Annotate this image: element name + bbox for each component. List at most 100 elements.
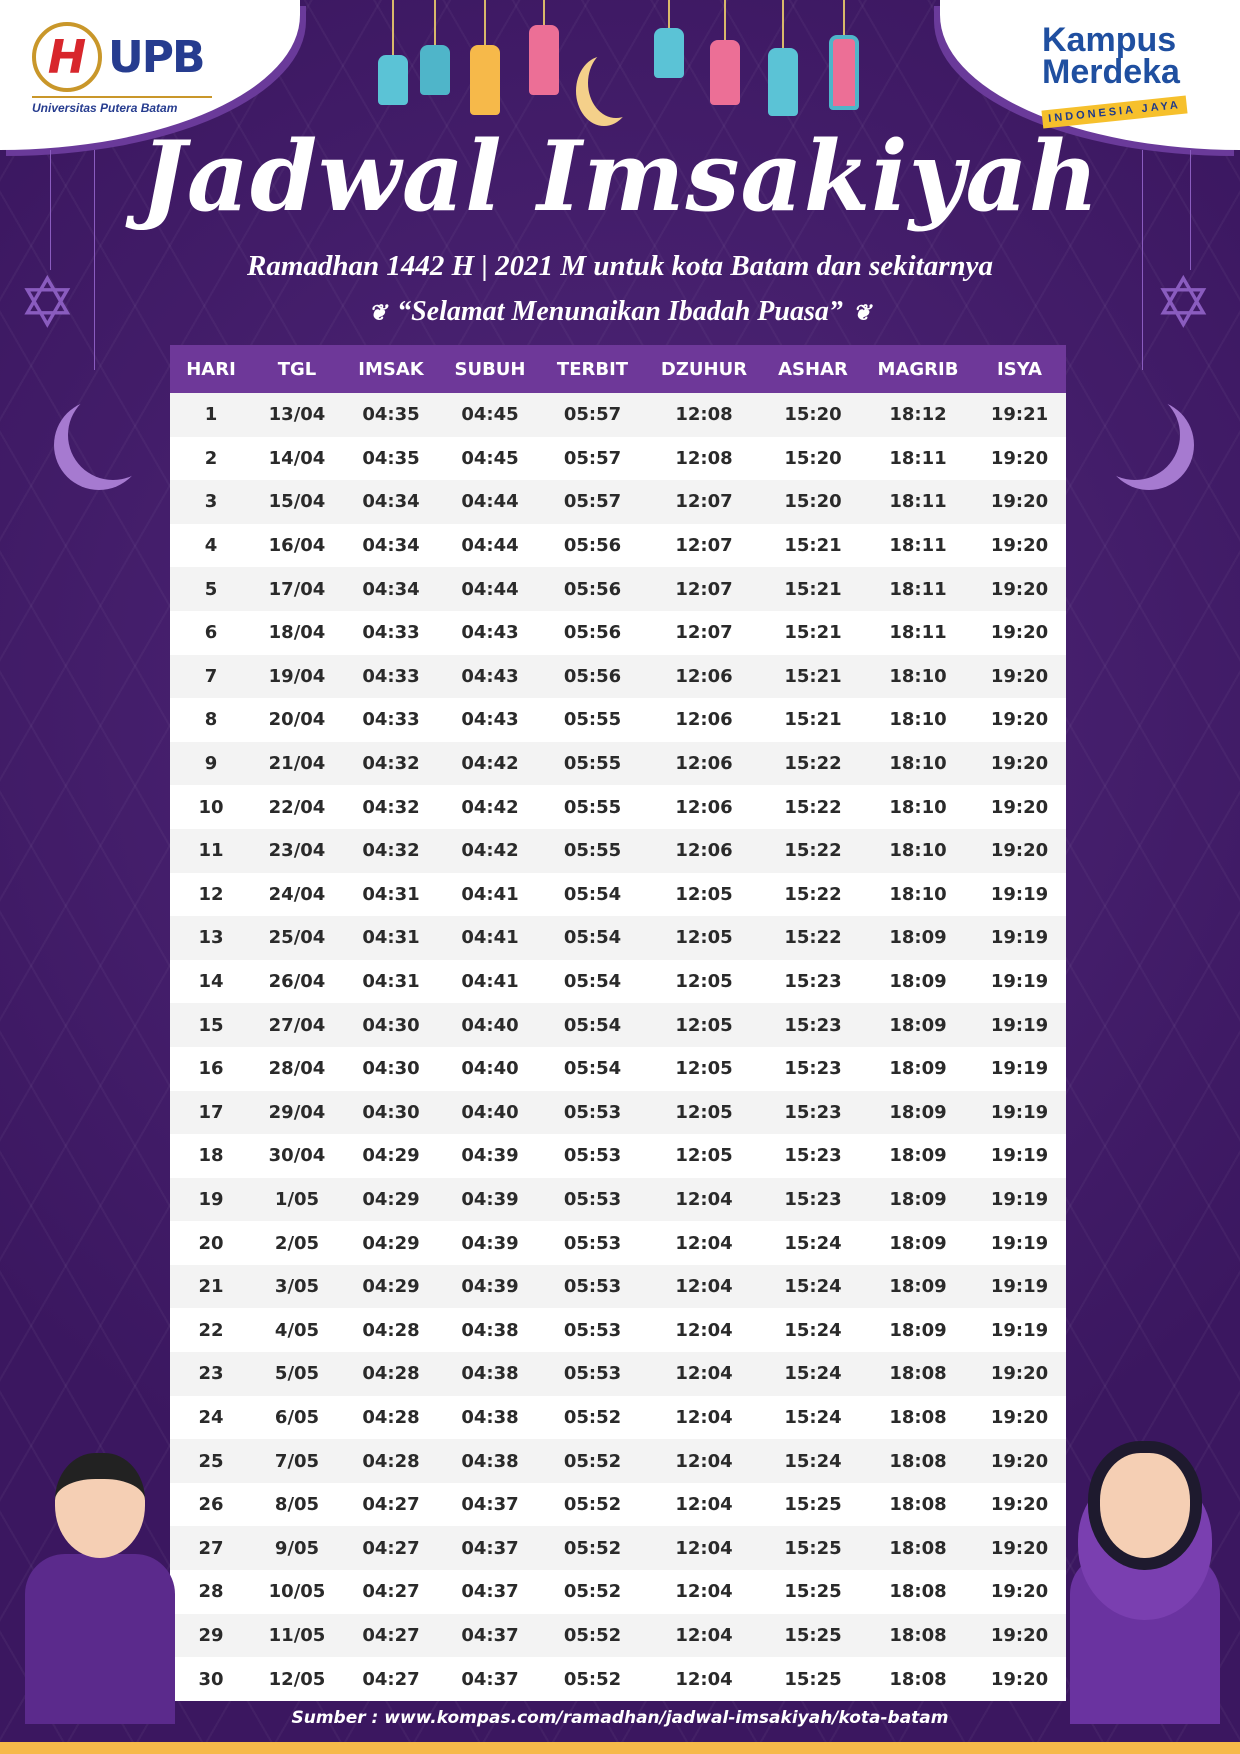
cell-isya: 19:21 <box>990 404 1049 426</box>
cell-isya: 19:20 <box>990 1581 1049 1603</box>
cell-hari: 6 <box>204 622 218 644</box>
star-icon: ✡ <box>18 262 77 344</box>
lantern-icon <box>529 0 559 95</box>
cell-hari: 7 <box>204 665 218 687</box>
cell-isya: 19:19 <box>990 883 1049 905</box>
cell-ashar: 15:23 <box>784 1145 842 1167</box>
cell-tgl: 29/04 <box>268 1101 326 1123</box>
page-subtitle: Ramadhan 1442 H | 2021 M untuk kota Bata… <box>246 250 994 282</box>
cell-terbit: 05:57 <box>563 491 622 513</box>
cell-subuh: 04:37 <box>461 1581 519 1603</box>
bottom-accent-bar <box>0 1742 1240 1754</box>
cell-tgl: 30/04 <box>268 1145 326 1167</box>
cell-ashar: 15:20 <box>784 404 842 426</box>
cell-subuh: 04:38 <box>461 1319 519 1341</box>
cell-hari: 28 <box>198 1581 224 1603</box>
cell-tgl: 27/04 <box>268 1014 326 1036</box>
cell-tgl: 10/05 <box>268 1581 326 1603</box>
cell-subuh: 04:39 <box>461 1232 519 1254</box>
cell-magrib: 18:09 <box>889 1276 947 1298</box>
cell-dzuhur: 12:04 <box>675 1276 733 1298</box>
cell-dzuhur: 12:05 <box>675 927 733 949</box>
man-body <box>25 1554 175 1724</box>
cell-isya: 19:19 <box>990 1319 1049 1341</box>
cell-imsak: 04:30 <box>362 1058 420 1080</box>
cell-subuh: 04:42 <box>461 840 519 862</box>
cell-hari: 26 <box>198 1494 224 1516</box>
cell-dzuhur: 12:04 <box>675 1668 733 1690</box>
lantern-icon <box>378 0 408 105</box>
cell-isya: 19:19 <box>990 1232 1049 1254</box>
cell-hari: 12 <box>198 883 224 905</box>
cell-magrib: 18:11 <box>889 491 947 513</box>
cell-subuh: 04:44 <box>461 491 519 513</box>
cell-imsak: 04:27 <box>362 1624 420 1646</box>
column-header-isya: ISYA <box>973 345 1066 393</box>
cell-imsak: 04:27 <box>362 1581 420 1603</box>
cell-subuh: 04:40 <box>461 1014 519 1036</box>
cell-magrib: 18:09 <box>889 1319 947 1341</box>
cell-ashar: 15:21 <box>784 578 842 600</box>
table-row: 23 5/05 04:28 04:38 05:53 12:04 15:24 18:08 19:2… <box>170 1352 1066 1396</box>
cell-tgl: 23/04 <box>268 840 326 862</box>
cell-imsak: 04:30 <box>362 1101 420 1123</box>
lantern-icon <box>710 0 740 105</box>
cell-ashar: 15:25 <box>784 1537 842 1559</box>
lantern-icon <box>420 0 450 95</box>
cell-isya: 19:19 <box>990 1188 1049 1210</box>
cell-terbit: 05:53 <box>563 1101 622 1123</box>
cell-terbit: 05:52 <box>563 1581 622 1603</box>
cell-magrib: 18:08 <box>889 1406 947 1428</box>
cell-hari: 21 <box>198 1276 224 1298</box>
cell-dzuhur: 12:06 <box>675 840 733 862</box>
cell-subuh: 04:40 <box>461 1101 519 1123</box>
cell-magrib: 18:08 <box>889 1624 947 1646</box>
cell-magrib: 18:09 <box>889 1014 947 1036</box>
cell-subuh: 04:43 <box>461 622 519 644</box>
cell-magrib: 18:08 <box>889 1494 947 1516</box>
cell-magrib: 18:08 <box>889 1581 947 1603</box>
cell-subuh: 04:37 <box>461 1624 519 1646</box>
table-row: 5 17/04 04:34 04:44 05:56 12:07 15:21 18:11 19:2… <box>170 567 1066 611</box>
man-character-illustration <box>25 1453 175 1724</box>
column-header-hari: HARI <box>170 345 252 393</box>
cell-dzuhur: 12:05 <box>675 1058 733 1080</box>
cell-tgl: 9/05 <box>274 1537 320 1559</box>
cell-hari: 19 <box>198 1188 224 1210</box>
cell-isya: 19:20 <box>990 665 1049 687</box>
cell-ashar: 15:21 <box>784 535 842 557</box>
cell-dzuhur: 12:04 <box>675 1319 733 1341</box>
cell-dzuhur: 12:04 <box>675 1406 733 1428</box>
cell-dzuhur: 12:04 <box>675 1537 733 1559</box>
cell-ashar: 15:24 <box>784 1276 842 1298</box>
table-row: 11 23/04 04:32 04:42 05:55 12:06 15:22 18:10 19:… <box>170 828 1066 873</box>
cell-hari: 9 <box>204 753 218 775</box>
cell-tgl: 18/04 <box>268 622 326 644</box>
cell-isya: 19:20 <box>990 578 1049 600</box>
cell-subuh: 04:39 <box>461 1276 519 1298</box>
cell-tgl: 16/04 <box>268 535 326 557</box>
cell-isya: 19:19 <box>990 1145 1049 1167</box>
table-row: 27 9/05 04:27 04:37 05:52 12:04 15:25 18:08 19:2… <box>170 1526 1066 1571</box>
page-title: Jadwal Imsakiyah <box>140 120 1100 233</box>
cell-terbit: 05:52 <box>563 1624 622 1646</box>
cell-isya: 19:20 <box>990 1494 1049 1516</box>
cell-magrib: 18:08 <box>889 1450 947 1472</box>
cell-isya: 19:20 <box>990 1363 1049 1385</box>
lantern-icon <box>654 0 684 78</box>
cell-isya: 19:19 <box>990 927 1049 949</box>
cell-tgl: 12/05 <box>268 1668 326 1690</box>
table-row: 26 8/05 04:27 04:37 05:52 12:04 15:25 18:08 19:2… <box>170 1482 1066 1527</box>
cell-tgl: 13/04 <box>268 404 326 426</box>
table-row: 8 20/04 04:33 04:43 05:55 12:06 15:21 18:10 19:2… <box>170 698 1066 742</box>
cell-ashar: 15:23 <box>784 1014 842 1036</box>
cell-ashar: 15:22 <box>784 840 842 862</box>
cell-terbit: 05:52 <box>563 1668 622 1690</box>
cell-subuh: 04:41 <box>461 883 519 905</box>
man-head <box>55 1453 145 1558</box>
crescent-moon-icon <box>588 48 644 118</box>
cell-terbit: 05:53 <box>563 1363 622 1385</box>
table-row: 6 18/04 04:33 04:43 05:56 12:07 15:21 18:11 19:2… <box>170 610 1066 655</box>
table-row: 30 12/05 04:27 04:37 05:52 12:04 15:25 18:08 19:… <box>170 1657 1066 1701</box>
cell-dzuhur: 12:05 <box>675 971 733 993</box>
